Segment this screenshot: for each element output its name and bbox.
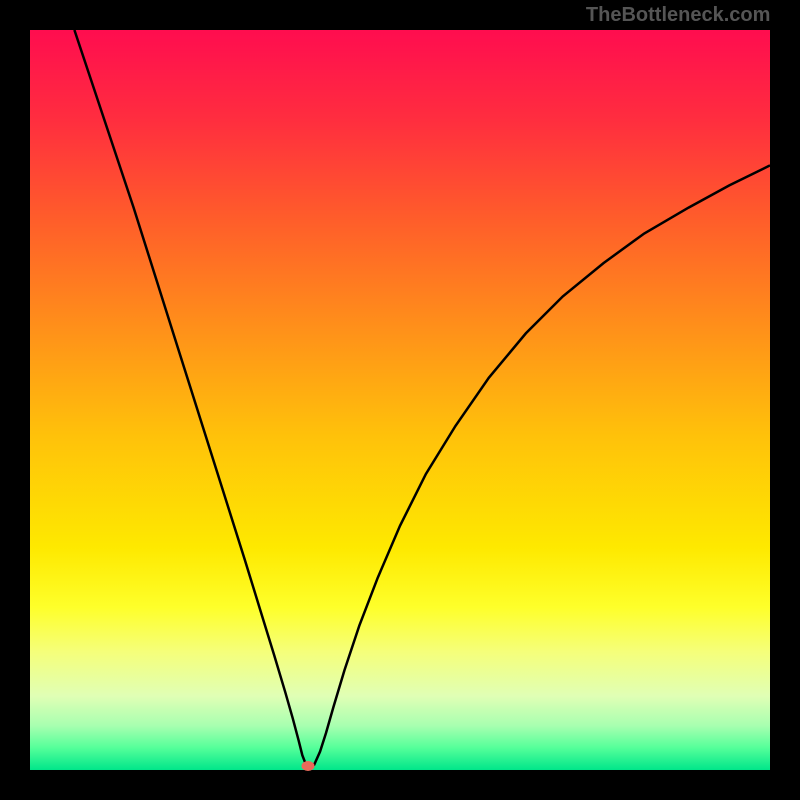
minimum-marker [302,761,315,771]
curve-layer [30,30,770,770]
bottleneck-curve [74,30,770,769]
watermark-text: TheBottleneck.com [586,4,770,27]
plot-area [30,30,770,770]
chart-outer: TheBottleneck.com [0,0,800,800]
